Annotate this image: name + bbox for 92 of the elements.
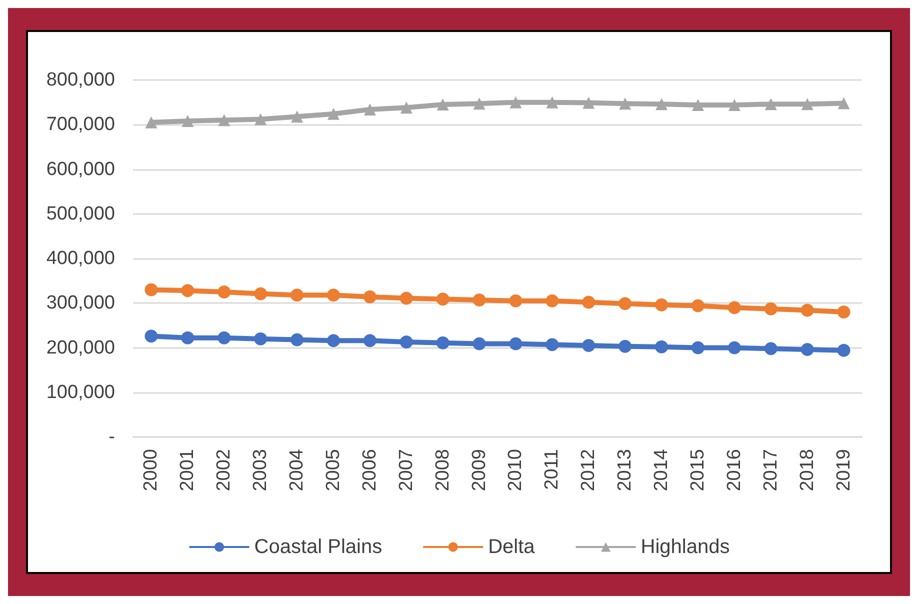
x-tick-label: 2005 [322, 449, 344, 492]
legend-label: Delta [488, 536, 536, 558]
point [182, 115, 194, 128]
point [764, 302, 778, 316]
point [582, 96, 595, 109]
x-tick-label: 2008 [432, 449, 454, 492]
point [582, 339, 596, 352]
point [838, 97, 850, 110]
point [764, 342, 778, 356]
x-tick-label: 2007 [396, 449, 417, 492]
point [436, 336, 450, 350]
x-tick-label: 2015 [687, 449, 708, 492]
point [254, 113, 267, 126]
point [618, 340, 632, 353]
point [254, 287, 268, 300]
point [291, 110, 304, 123]
point [400, 292, 413, 305]
x-tick-label: 2006 [359, 449, 380, 492]
x-tick-label: 2003 [250, 449, 272, 492]
point [728, 301, 741, 314]
x-tick-label: 2009 [468, 449, 490, 492]
y-tick-label: 700,000 [46, 114, 115, 136]
point [144, 330, 158, 343]
point [800, 304, 814, 317]
x-tick-label: 2002 [214, 449, 235, 492]
x-tick-label: 2014 [651, 448, 672, 492]
point [656, 98, 668, 110]
point [181, 331, 194, 344]
point [326, 288, 340, 302]
point [472, 294, 486, 306]
point [473, 98, 486, 110]
y-tick-label: 400,000 [46, 248, 115, 269]
x-tick-label: 2004 [286, 448, 308, 492]
point [218, 114, 230, 126]
x-tick-label: 2000 [140, 449, 162, 492]
point [546, 96, 558, 108]
point [728, 341, 741, 354]
x-tick-label: 2018 [796, 449, 818, 492]
point [691, 299, 704, 312]
point [472, 337, 486, 350]
point [582, 296, 596, 309]
point [254, 332, 268, 346]
point [509, 337, 522, 350]
y-tick-label: 100,000 [46, 382, 115, 403]
y-tick-label: 500,000 [46, 203, 115, 224]
x-tick-label: 2016 [724, 449, 745, 492]
point [837, 344, 850, 357]
x-tick-label: 2011 [542, 449, 563, 490]
point [290, 333, 304, 346]
point [509, 294, 522, 308]
point [364, 103, 376, 116]
point [436, 98, 449, 111]
point [546, 338, 559, 352]
point [181, 284, 194, 298]
y-tick-label: 800,000 [46, 70, 115, 90]
point [619, 98, 632, 110]
y-tick-label: 600,000 [46, 158, 115, 180]
point [400, 335, 413, 348]
point [327, 108, 340, 120]
point [692, 98, 704, 111]
point [363, 334, 376, 348]
point [728, 98, 740, 111]
point [363, 290, 376, 304]
point [800, 343, 814, 356]
y-tick-label: 300,000 [46, 292, 115, 314]
point [218, 285, 231, 298]
point [218, 331, 231, 344]
legend-label: Highlands [640, 536, 730, 558]
point [400, 102, 412, 114]
point [144, 283, 158, 296]
y-tick-label: - [108, 426, 115, 448]
x-tick-label: 2017 [760, 449, 782, 492]
point [145, 116, 158, 128]
x-tick-label: 2019 [833, 449, 854, 492]
y-tick-label: 200,000 [46, 337, 115, 358]
point [546, 294, 559, 308]
point [436, 292, 450, 306]
point [691, 341, 704, 354]
x-tick-label: 2010 [505, 449, 526, 492]
point [655, 298, 668, 312]
point [290, 288, 304, 302]
point [326, 334, 340, 348]
point [801, 98, 814, 110]
legend-label: Coastal Plains [254, 536, 382, 558]
x-tick-label: 2012 [578, 449, 600, 492]
point [837, 306, 850, 319]
point [655, 340, 668, 354]
x-tick-label: 2013 [614, 449, 636, 492]
point [618, 297, 632, 310]
x-tick-label: 2001 [177, 449, 198, 492]
point [510, 96, 522, 108]
point [764, 98, 777, 110]
